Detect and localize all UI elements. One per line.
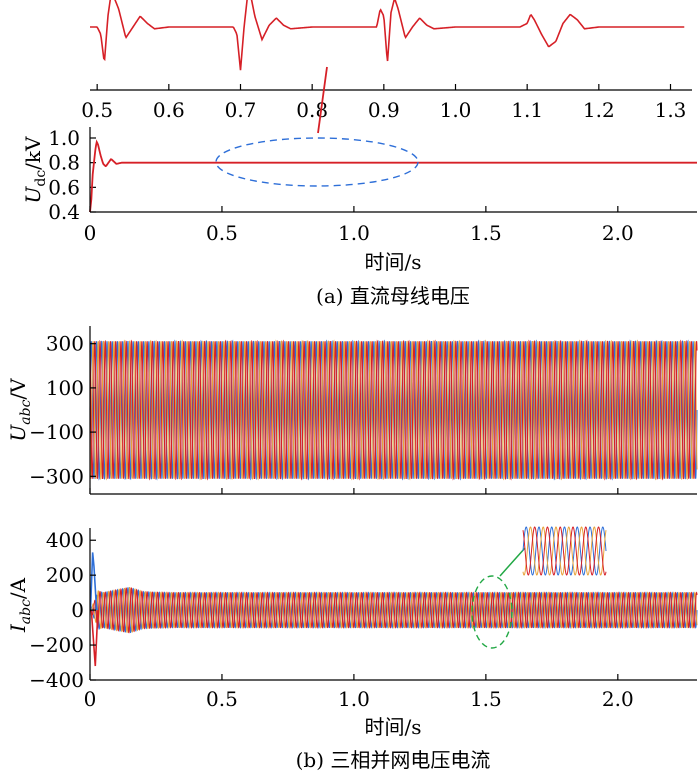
udc-x-axis-title: 时间/s (364, 250, 421, 274)
uabc-y-axis-title: Uabc/V (6, 378, 34, 442)
udc-zoom-x-tick-label: 1.3 (655, 98, 687, 122)
iabc-x-axis-title: 时间/s (364, 715, 421, 739)
udc-zoom-x-tick-label: 0.9 (368, 98, 400, 122)
iabc-x-tick-label: 0 (84, 687, 97, 711)
uabc-phase-c-line (89, 339, 698, 481)
udc-y-tick-label: 0.8 (48, 151, 80, 175)
caption-b: (b) 三相并网电压电流 (296, 748, 491, 772)
iabc-x-tick-label: 1.5 (470, 687, 502, 711)
udc-zoom-x-tick-label: 1.1 (511, 98, 543, 122)
udc-zoom-x-ticks: 0.5 0.6 0.7 0.8 0.9 1.0 1.1 1.2 1.3 (81, 84, 686, 122)
udc-zoom-x-tick-label: 0.6 (153, 98, 185, 122)
iabc-zoom-connector (499, 547, 526, 577)
iabc-y-axis-title: Iabc/A (6, 577, 34, 633)
iabc-zoom-region-ellipse (471, 575, 513, 649)
udc-x-tick-label: 0 (84, 221, 97, 245)
iabc-startup-spikes (90, 610, 99, 667)
udc-x-tick-label: 1.0 (338, 221, 370, 245)
iabc-ticks: 0 0.5 1.0 1.5 2.0 −400 −200 0 200 400 (29, 528, 634, 711)
iabc-phase-b-line (89, 586, 698, 633)
udc-zoom-x-tick-label: 0.7 (225, 98, 257, 122)
udc-zoom-x-tick-label: 1.2 (583, 98, 615, 122)
udc-y-tick-label: 0.6 (48, 175, 80, 199)
udc-zoom-x-tick-label: 0.8 (296, 98, 328, 122)
udc-y-tick-label: 0.4 (48, 200, 80, 224)
iabc-y-tick-label: 0 (71, 598, 84, 622)
iabc-y-tick-label: 400 (46, 528, 84, 552)
iabc-x-tick-label: 0.5 (206, 687, 238, 711)
udc-zoom-region-ellipse (215, 137, 419, 187)
iabc-y-tick-label: −400 (29, 668, 84, 692)
iabc-phase-c-line (89, 587, 698, 634)
caption-a: (a) 直流母线电压 (316, 284, 470, 308)
udc-zoom-series-line (90, 0, 685, 71)
iabc-y-tick-label: −200 (29, 633, 84, 657)
uabc-ticks: −300 −100 100 300 (29, 332, 619, 494)
iabc-zoom-inset (522, 526, 607, 576)
udc-zoom-x-tick-label: 0.5 (81, 98, 113, 122)
iabc-startup-spikes-blue (89, 552, 98, 611)
udc-x-tick-label: 1.5 (470, 221, 502, 245)
uabc-panel: −300 −100 100 300 Uabc/V (6, 326, 698, 495)
udc-ticks: 0 0.5 1.0 1.5 2.00.40.60.81.0 (48, 126, 634, 245)
udc-x-tick-label: 0.5 (206, 221, 238, 245)
iabc-phase-a-line (89, 587, 698, 634)
udc-series-line (89, 139, 697, 213)
iabc-y-tick-label: 200 (46, 563, 84, 587)
udc-panel: 0 0.5 1.0 1.5 2.00.40.60.81.0 Udc/kV 时间/s (21, 126, 697, 274)
udc-y-axis-title: Udc/kV (21, 136, 49, 204)
uabc-y-tick-label: 100 (46, 376, 84, 400)
udc-x-tick-label: 2.0 (602, 221, 634, 245)
zoom-connector-line (317, 66, 328, 134)
uabc-y-tick-label: −100 (29, 420, 84, 444)
uabc-phase-a-line (89, 339, 698, 481)
iabc-x-tick-label: 2.0 (602, 687, 634, 711)
uabc-phase-b-line (89, 339, 698, 481)
udc-zoom-inset: 0.5 0.6 0.7 0.8 0.9 1.0 1.1 1.2 1.3 (81, 0, 692, 122)
iabc-panel: 0 0.5 1.0 1.5 2.0 −400 −200 0 200 400 Iabc/A 时间/s (6, 526, 698, 739)
udc-zoom-x-tick-label: 1.0 (440, 98, 472, 122)
uabc-y-tick-label: −300 (29, 464, 84, 488)
iabc-inset-phase-c (522, 526, 607, 576)
uabc-y-tick-label: 300 (46, 332, 84, 356)
udc-y-tick-label: 1.0 (48, 126, 80, 150)
iabc-x-tick-label: 1.0 (338, 687, 370, 711)
